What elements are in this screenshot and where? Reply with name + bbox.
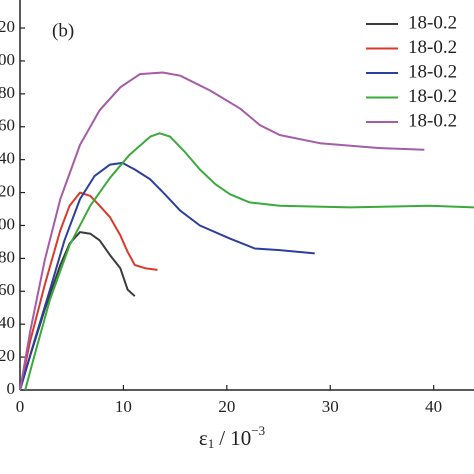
data-line bbox=[19, 191, 158, 391]
x-tick-label: 10 bbox=[115, 397, 132, 416]
x-tick-label: 40 bbox=[425, 397, 442, 416]
data-line bbox=[24, 132, 474, 391]
x-label-subscript: 1 bbox=[208, 436, 215, 451]
y-tick-label: 60 bbox=[0, 280, 15, 299]
data-line bbox=[19, 161, 315, 391]
y-tick-label: 0 bbox=[7, 379, 16, 398]
legend-label: 18-0.2 bbox=[408, 86, 457, 107]
panel-label: (b) bbox=[52, 20, 74, 41]
y-tick-label: 140 bbox=[0, 149, 15, 168]
y-tick-label: 40 bbox=[0, 313, 15, 332]
y-tick-label: 220 bbox=[0, 17, 15, 36]
legend-label: 18-0.2 bbox=[408, 12, 457, 33]
x-tick-label: 0 bbox=[16, 397, 25, 416]
x-tick-label: 30 bbox=[322, 397, 339, 416]
y-tick-label: 160 bbox=[0, 116, 15, 135]
y-tick-label: 180 bbox=[0, 83, 15, 102]
y-tick-label: 80 bbox=[0, 247, 15, 266]
legend-label: 18-0.2 bbox=[408, 110, 457, 131]
y-tick-label: 100 bbox=[0, 214, 15, 233]
legend-label: 18-0.2 bbox=[408, 37, 457, 58]
y-tick-label: 120 bbox=[0, 181, 15, 200]
legend-label: 18-0.2 bbox=[408, 61, 457, 82]
x-tick-label: 20 bbox=[218, 397, 235, 416]
x-axis-label: ε1 / 10−3 bbox=[199, 423, 265, 451]
x-label-unit: / 10 bbox=[219, 426, 251, 450]
x-label-symbol: ε bbox=[199, 426, 208, 450]
data-line bbox=[19, 71, 425, 391]
x-label-exponent: −3 bbox=[251, 423, 265, 438]
y-tick-label: 200 bbox=[0, 50, 15, 69]
y-tick-label: 20 bbox=[0, 346, 15, 365]
